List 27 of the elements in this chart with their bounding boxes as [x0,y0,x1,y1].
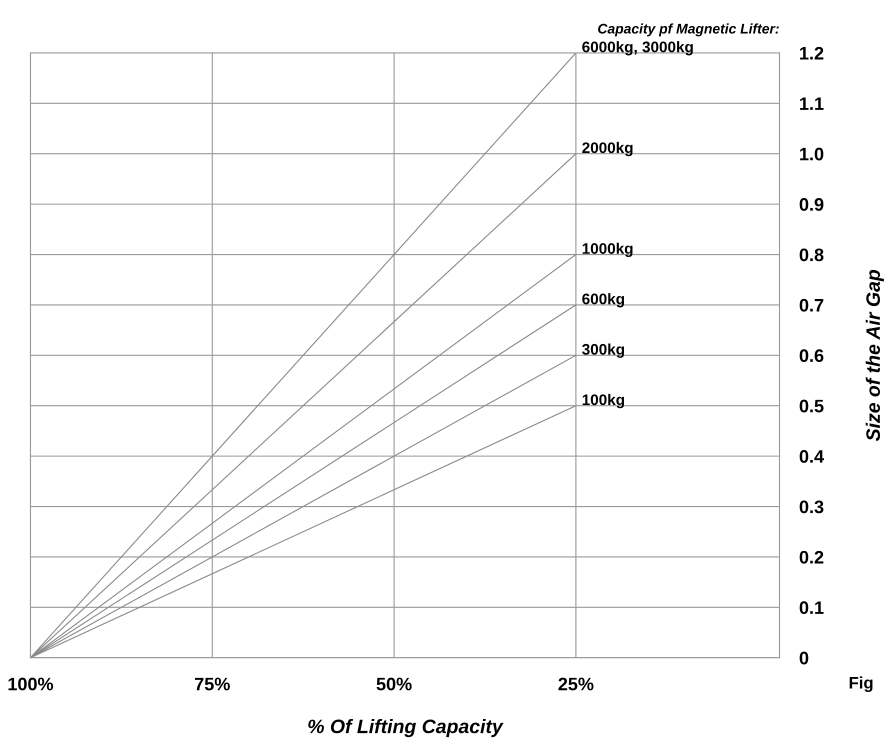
y-tick-label: 1.0 [800,148,824,160]
y-axis-title: Size of the Air Gap [866,270,884,442]
chart-title: Capacity pf Magnetic Lifter: [598,23,779,36]
series-label: 1000kg [582,242,633,258]
y-tick-label: 0.9 [800,198,824,211]
x-axis-title: % Of Lifting Capacity [308,718,504,738]
x-tick-label: 75% [194,678,230,690]
y-tick-label: 0.3 [800,500,824,514]
x-tick-label: 100% [8,678,54,690]
y-tick-label: 0.4 [800,450,824,463]
y-tick-label: 0.7 [800,298,824,312]
y-tick-label: 0.5 [800,400,824,412]
y-tick-label: 1.1 [800,97,824,110]
text: Fig [850,676,872,692]
series-label: 2000kg [582,142,633,156]
y-tick-label: 0.6 [800,349,824,362]
x-tick-label: 25% [558,678,594,690]
y-tick-label: 0.8 [800,248,824,262]
series-label: 600kg [582,293,624,308]
series-label: 100kg [582,394,624,408]
y-tick-label: 0 [800,652,808,664]
series-label: 6000kg, 3000kg [582,41,693,56]
x-tick-label: 50% [376,678,412,690]
y-tick-label: 1.2 [800,46,824,60]
y-tick-label: 0.2 [800,550,824,564]
series-label: 300kg [582,344,624,358]
y-tick-label: 0.1 [800,601,824,614]
